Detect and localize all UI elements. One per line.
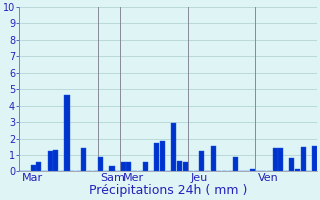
Bar <box>171 123 176 171</box>
Bar <box>278 148 283 171</box>
Bar <box>48 151 53 171</box>
Bar <box>64 95 69 171</box>
Bar <box>250 169 255 171</box>
Bar <box>121 162 126 171</box>
Bar <box>300 147 306 171</box>
Bar <box>182 162 188 171</box>
Bar <box>109 166 115 171</box>
Bar <box>177 161 182 171</box>
Bar <box>160 141 165 171</box>
Bar <box>233 157 238 171</box>
Bar <box>98 157 103 171</box>
X-axis label: Précipitations 24h ( mm ): Précipitations 24h ( mm ) <box>89 184 247 197</box>
Bar <box>81 148 86 171</box>
Bar <box>53 150 58 171</box>
Bar <box>199 151 204 171</box>
Bar <box>312 146 317 171</box>
Bar <box>211 146 216 171</box>
Bar <box>126 162 132 171</box>
Bar <box>31 165 36 171</box>
Bar <box>143 162 148 171</box>
Bar <box>295 169 300 171</box>
Bar <box>36 162 41 171</box>
Bar <box>289 158 294 171</box>
Bar <box>273 148 277 171</box>
Bar <box>155 143 159 171</box>
